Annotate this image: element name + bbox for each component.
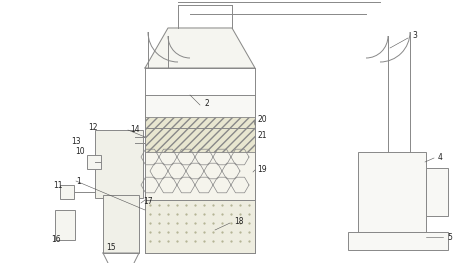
Text: 13: 13	[71, 136, 81, 145]
Text: 2: 2	[205, 99, 210, 108]
Text: 21: 21	[258, 130, 267, 139]
Bar	[145, 200, 255, 253]
Bar	[348, 232, 448, 250]
Text: 5: 5	[447, 232, 452, 241]
Text: 15: 15	[106, 242, 116, 251]
Text: 14: 14	[130, 124, 140, 134]
Bar	[145, 152, 255, 200]
Bar	[145, 117, 255, 152]
Text: 16: 16	[51, 235, 61, 245]
Bar	[426, 168, 448, 216]
Polygon shape	[145, 28, 255, 68]
Bar	[55, 210, 75, 240]
Bar	[103, 195, 139, 253]
Bar	[145, 95, 255, 117]
Text: 11: 11	[53, 181, 63, 190]
Text: 19: 19	[257, 165, 266, 174]
Text: 17: 17	[143, 198, 153, 206]
Bar	[87, 155, 101, 169]
Text: 20: 20	[258, 115, 268, 124]
Bar	[95, 130, 143, 198]
Bar	[60, 185, 74, 199]
Text: 4: 4	[438, 153, 443, 161]
Text: 18: 18	[234, 218, 244, 226]
Text: 1: 1	[76, 176, 81, 185]
Text: 12: 12	[88, 123, 98, 132]
Text: 10: 10	[75, 148, 85, 156]
Bar	[358, 152, 426, 232]
Text: 3: 3	[412, 32, 417, 41]
